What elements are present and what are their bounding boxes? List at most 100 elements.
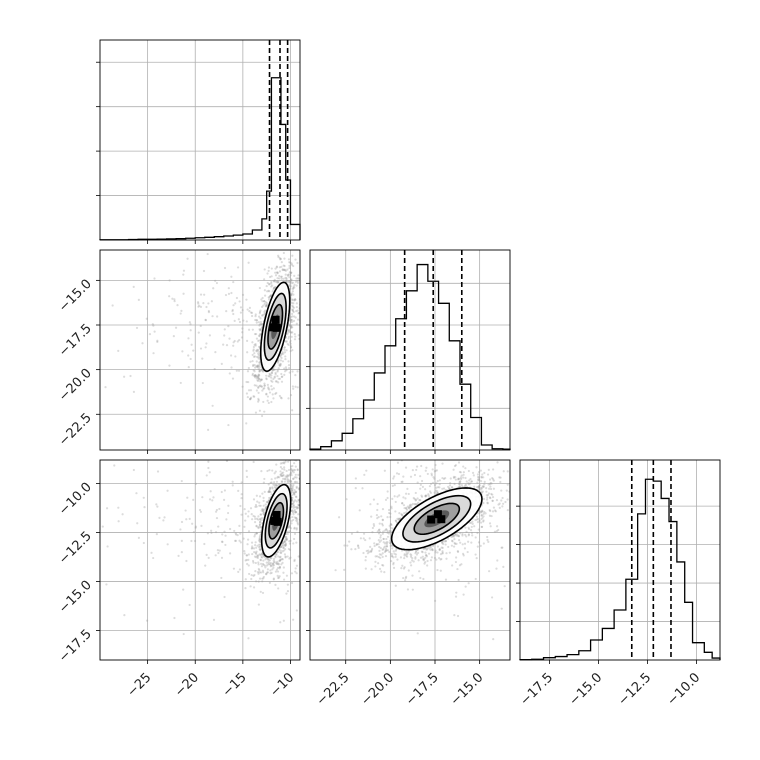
scatter-point: [262, 481, 265, 484]
scatter-point: [270, 481, 273, 484]
scatter-point: [298, 452, 300, 454]
scatter-point: [279, 551, 282, 554]
scatter-point: [241, 293, 245, 296]
scatter-point: [258, 369, 262, 372]
scatter-point: [250, 577, 253, 581]
scatter-point: [294, 490, 297, 494]
scatter-point: [472, 474, 475, 477]
scatter-point: [258, 520, 262, 523]
scatter-point: [187, 354, 190, 357]
scatter-point: [255, 384, 258, 387]
scatter-point: [248, 572, 251, 576]
scatter-point: [293, 491, 296, 494]
scatter-point: [272, 489, 275, 493]
scatter-point: [270, 478, 273, 481]
scatter-point: [274, 470, 277, 473]
scatter-point: [247, 515, 250, 518]
scatter-point: [280, 545, 283, 549]
scatter-point: [288, 261, 291, 264]
scatter-point: [271, 284, 274, 287]
scatter-point: [274, 555, 277, 558]
scatter-point: [305, 337, 307, 339]
scatter-point: [462, 593, 465, 596]
scatter-point: [279, 558, 282, 562]
scatter-point: [285, 280, 288, 283]
scatter-point: [238, 539, 241, 542]
scatter-point: [264, 304, 267, 308]
scatter-point: [254, 374, 257, 377]
scatter-point: [208, 334, 212, 337]
scatter-point: [258, 310, 262, 314]
scatter-point: [135, 326, 139, 330]
scatter-point: [279, 452, 281, 454]
scatter-point: [279, 363, 282, 366]
scatter-point: [305, 480, 307, 482]
scatter-point: [277, 576, 281, 579]
scatter-point: [258, 286, 261, 290]
scatter-point: [263, 382, 266, 385]
scatter-point: [506, 498, 509, 501]
scatter-point: [281, 550, 284, 553]
scatter-point: [479, 469, 482, 472]
scatter-point: [291, 488, 294, 491]
scatter-point: [274, 392, 277, 395]
scatter-point: [180, 539, 183, 542]
scatter-point: [293, 315, 296, 318]
scatter-point: [254, 541, 257, 544]
scatter-point: [382, 530, 385, 533]
scatter-point: [390, 507, 393, 510]
scatter-point: [282, 549, 285, 552]
scatter-point: [275, 562, 278, 565]
scatter-point: [250, 314, 254, 318]
scatter-point: [252, 586, 256, 589]
scatter-point: [297, 274, 300, 277]
scatter-point: [292, 504, 296, 507]
scatter-point: [172, 335, 175, 338]
scatter-point: [250, 513, 253, 516]
scatter-point: [206, 252, 209, 256]
scatter-point: [382, 564, 385, 567]
joint-panel-0-1-border: [99, 249, 301, 451]
scatter-point: [281, 471, 285, 474]
scatter-point: [294, 473, 297, 476]
scatter-point: [305, 461, 307, 463]
scatter-point: [259, 328, 262, 331]
scatter-point: [278, 556, 282, 559]
scatter-point: [242, 319, 245, 322]
scatter-point: [277, 255, 280, 259]
scatter-point: [280, 563, 283, 566]
scatter-point: [199, 293, 203, 296]
scatter-point: [480, 487, 484, 490]
scatter-point: [232, 312, 235, 316]
scatter-point: [227, 325, 230, 328]
scatter-point: [257, 379, 260, 382]
scatter-point: [284, 456, 286, 458]
scatter-point: [257, 386, 260, 389]
scatter-point: [303, 307, 305, 309]
scatter-point: [288, 285, 291, 288]
scatter-point: [148, 333, 152, 336]
scatter-point: [222, 498, 226, 501]
scatter-point: [291, 469, 294, 473]
scatter-point: [156, 505, 159, 508]
scatter-point: [284, 340, 288, 343]
scatter-point: [201, 496, 204, 499]
scatter-point: [391, 547, 394, 550]
scatter-point: [285, 349, 288, 352]
scatter-point: [292, 491, 295, 494]
scatter-point: [258, 312, 261, 315]
scatter-point: [272, 564, 276, 567]
scatter-point: [289, 287, 292, 290]
scatter-point: [278, 575, 281, 578]
scatter-point: [257, 526, 260, 529]
scatter-point: [296, 280, 299, 283]
scatter-point: [259, 504, 262, 507]
scatter-point: [142, 496, 145, 499]
scatter-point: [295, 322, 298, 325]
scatter-point: [448, 484, 452, 487]
scatter-point: [296, 277, 299, 280]
scatter-point: [260, 414, 264, 418]
scatter-point: [289, 285, 293, 288]
scatter-point: [242, 537, 245, 540]
scatter-point: [279, 558, 282, 561]
